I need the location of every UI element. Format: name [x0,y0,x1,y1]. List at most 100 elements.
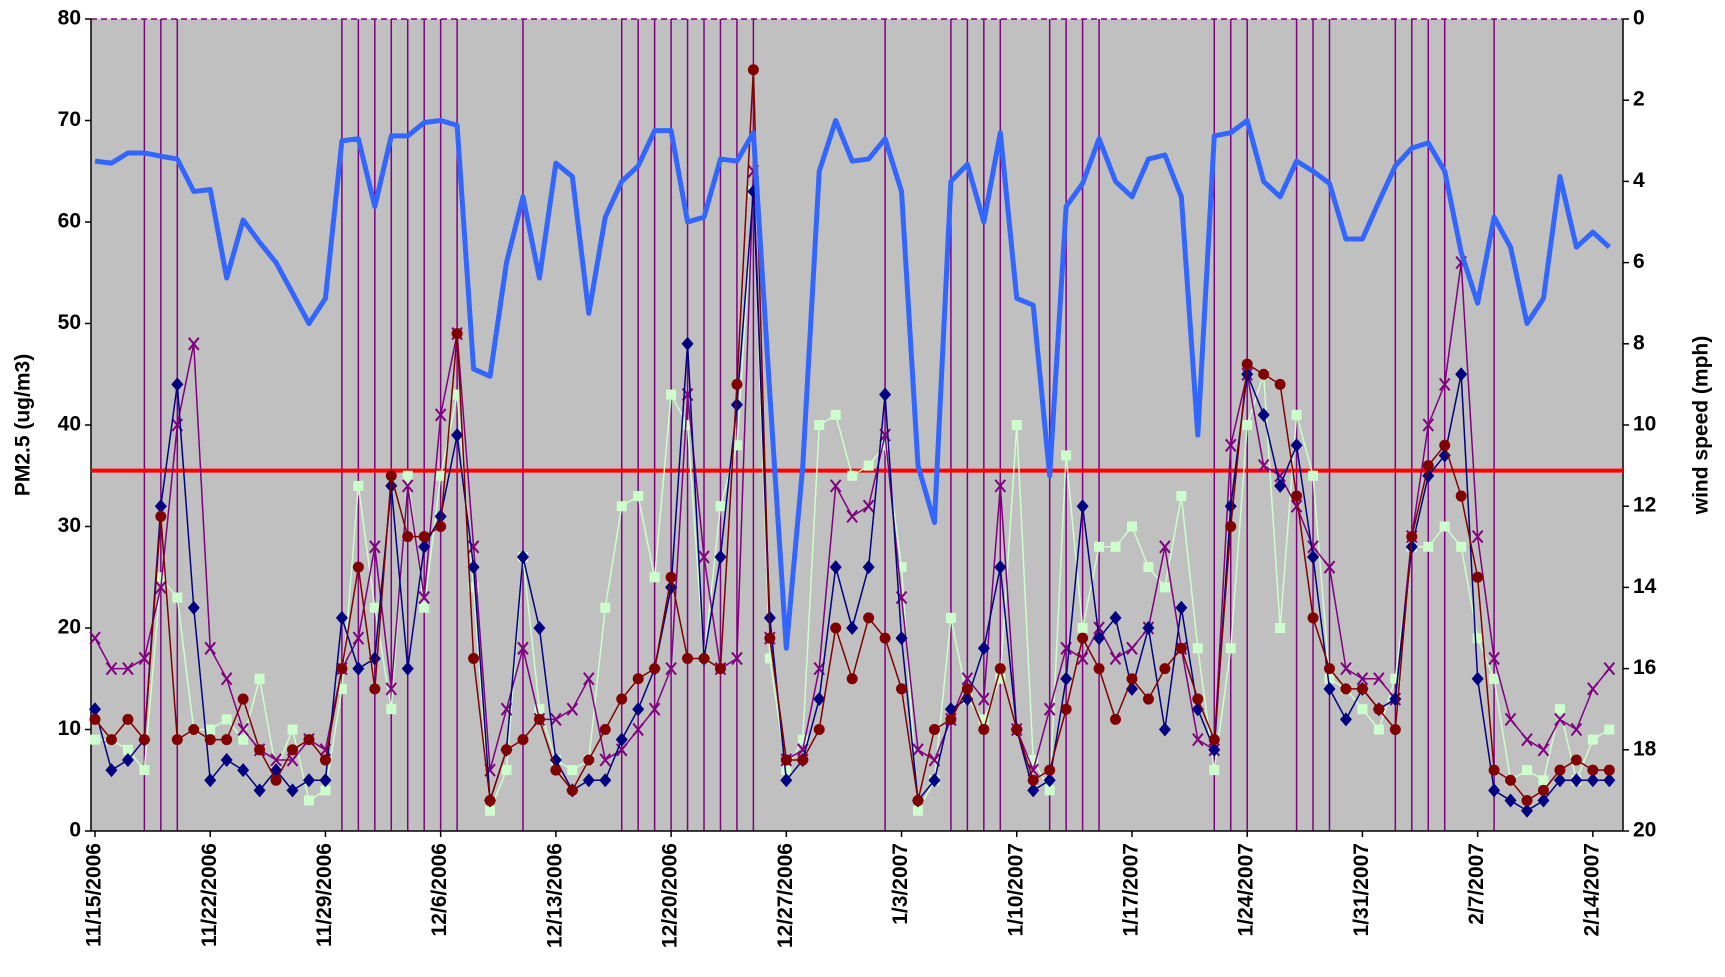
marker [319,754,331,766]
marker [220,672,233,686]
marker [1373,703,1385,715]
marker [1587,682,1599,696]
marker [1093,631,1106,646]
marker [830,622,842,634]
marker [648,702,661,716]
y-tick-label: 30 [58,514,81,537]
y2-tick-label: 8 [1633,331,1645,354]
marker [1307,549,1320,564]
y-tick-label: 60 [58,210,81,233]
marker [1455,490,1467,502]
marker [1257,458,1270,473]
y2-tick-label: 2 [1633,88,1645,111]
marker [1472,571,1484,583]
marker [665,661,677,676]
y2-tick-label: 20 [1633,819,1656,842]
marker [1290,499,1303,513]
marker [1537,793,1550,808]
marker [435,521,447,532]
marker [1471,530,1484,544]
marker [253,783,266,798]
marker [155,572,166,583]
marker [549,752,562,767]
marker [1076,499,1089,514]
marker [913,805,923,816]
marker [550,764,562,776]
marker [780,754,792,766]
marker [171,734,183,746]
marker [1291,490,1303,502]
marker [632,673,644,685]
marker [879,632,891,644]
marker [451,328,463,340]
marker [1109,610,1122,625]
marker [912,795,924,807]
y2-tick-label: 18 [1633,737,1657,760]
marker [1043,702,1056,716]
marker [1011,724,1023,735]
marker [105,763,118,778]
marker [435,470,446,481]
marker [1521,795,1533,807]
marker [1209,765,1220,776]
marker [1158,722,1171,737]
wind-line [94,118,1612,651]
marker [1422,418,1435,432]
marker [1603,773,1616,788]
marker [401,661,414,676]
marker [747,64,759,76]
marker [1257,407,1270,422]
marker [1324,673,1335,684]
x-tick-label: 1/17/2007 [1120,843,1143,936]
marker [287,744,299,756]
marker [1307,540,1319,554]
marker [715,501,726,512]
marker [649,572,660,583]
marker [517,734,529,746]
marker [484,795,496,807]
marker [1472,633,1483,644]
marker [270,753,282,767]
marker [1159,540,1171,554]
marker [286,783,299,798]
marker [320,785,331,796]
marker [1208,734,1220,746]
marker [352,631,365,645]
marker [418,539,431,554]
marker [336,663,348,675]
marker [616,693,628,705]
y2-tick-label: 16 [1633,656,1656,679]
y2-tick-label: 0 [1633,7,1645,30]
marker [1192,733,1204,747]
marker [599,773,612,788]
marker [599,724,611,735]
marker [681,336,694,351]
marker [582,773,595,788]
marker [401,479,414,493]
marker [187,600,200,615]
marker [961,683,973,695]
marker [666,389,677,400]
marker [731,651,743,666]
y-tick-label: 80 [58,7,81,30]
marker [188,724,200,735]
marker [583,754,595,766]
marker [1274,478,1287,493]
y2-tick-label: 6 [1633,250,1645,273]
marker [369,602,380,613]
x-tick-label: 12/27/2006 [774,843,797,948]
marker [221,734,233,746]
marker [1356,672,1369,686]
marker [1504,793,1517,808]
marker [237,722,249,737]
marker [155,510,167,522]
marker [550,712,562,726]
marker [880,440,891,451]
marker [1570,722,1583,737]
marker [1192,643,1203,654]
x-tick-label: 2/7/2007 [1465,843,1488,925]
x-tick-label: 12/6/2006 [428,843,451,936]
marker [122,661,134,676]
marker [1094,541,1105,552]
